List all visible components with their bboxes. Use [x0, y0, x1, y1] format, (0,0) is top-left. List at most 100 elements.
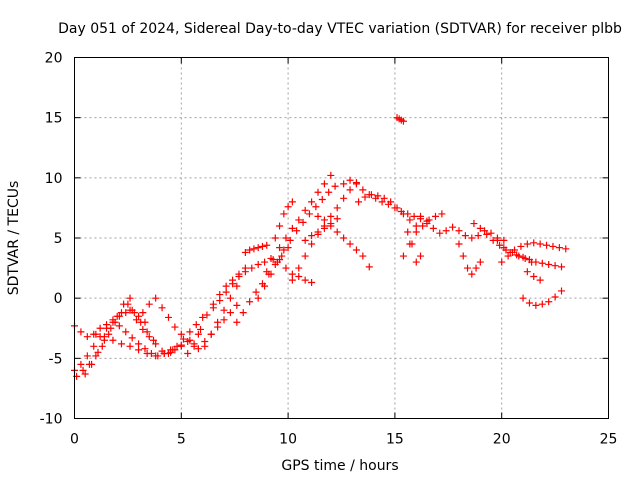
data-point — [77, 360, 85, 368]
data-point — [442, 227, 450, 235]
y-tick-label: -5 — [49, 351, 63, 367]
series-track-06 — [126, 306, 185, 358]
series-track-32 — [498, 239, 570, 266]
x-tick-label: 0 — [70, 432, 79, 448]
data-point — [261, 282, 269, 290]
data-point — [214, 323, 222, 331]
data-point — [410, 212, 418, 220]
data-point — [331, 182, 339, 190]
data-point — [201, 337, 209, 345]
data-point — [126, 306, 134, 314]
data-point — [530, 273, 538, 281]
data-point — [346, 186, 354, 194]
y-axis-label: SDTVAR / TECUs — [6, 181, 22, 296]
x-axis-label: GPS time / hours — [281, 458, 398, 474]
data-point — [406, 216, 414, 224]
data-point — [254, 294, 262, 302]
data-point — [94, 348, 102, 356]
data-point — [513, 251, 521, 259]
data-point — [481, 227, 489, 235]
data-point — [122, 328, 130, 336]
data-point — [436, 229, 444, 237]
data-point — [280, 246, 288, 254]
series-track-16 — [263, 171, 335, 276]
data-point — [519, 253, 527, 261]
data-point — [135, 346, 143, 354]
data-point — [226, 309, 234, 317]
data-point — [158, 347, 166, 355]
data-point — [194, 345, 202, 353]
data-point — [523, 240, 531, 248]
data-point — [523, 268, 531, 276]
data-point — [352, 180, 360, 188]
data-point — [173, 342, 181, 350]
data-point — [312, 203, 320, 211]
y-tick-label: 20 — [45, 51, 63, 67]
data-point — [276, 256, 284, 264]
data-point — [280, 210, 288, 218]
data-point — [378, 198, 386, 206]
data-point — [216, 291, 224, 299]
data-point — [346, 176, 354, 184]
data-point — [139, 325, 147, 333]
series-track-20 — [301, 215, 341, 244]
series-track-03 — [71, 306, 149, 341]
data-point — [305, 210, 313, 218]
data-point — [476, 224, 484, 232]
data-point — [126, 342, 134, 350]
data-point — [412, 258, 420, 266]
data-point — [241, 248, 249, 256]
data-point — [308, 240, 316, 248]
data-point — [184, 337, 192, 345]
data-point — [504, 252, 512, 260]
y-tick-label: 0 — [54, 291, 63, 307]
data-point — [113, 312, 121, 320]
data-point — [359, 252, 367, 260]
data-point — [314, 228, 322, 236]
data-point — [132, 316, 140, 324]
data-point — [179, 335, 187, 343]
data-point — [150, 336, 158, 344]
x-tick-label: 5 — [177, 432, 186, 448]
series-track-14 — [241, 241, 271, 256]
axis-ticks — [74, 57, 609, 419]
data-point — [558, 263, 566, 271]
y-tick-label: 15 — [45, 111, 63, 127]
data-point — [365, 263, 373, 271]
data-point — [295, 216, 303, 224]
data-point — [88, 360, 96, 368]
series-track-24 — [365, 263, 373, 271]
data-point — [506, 248, 514, 256]
series-track-31 — [493, 236, 566, 271]
data-point — [263, 268, 271, 276]
data-point — [286, 236, 294, 244]
data-point — [511, 246, 519, 254]
series-track-07 — [139, 294, 198, 350]
data-point — [320, 180, 328, 188]
data-point — [558, 287, 566, 295]
data-point — [417, 212, 425, 220]
data-point — [419, 222, 427, 230]
data-point — [141, 345, 149, 353]
data-point — [333, 204, 341, 212]
data-point — [190, 340, 198, 348]
data-point — [293, 227, 301, 235]
data-point — [399, 210, 407, 218]
data-point — [152, 294, 160, 302]
data-point — [295, 273, 303, 281]
data-point — [536, 240, 544, 248]
data-point — [229, 280, 237, 288]
data-point — [496, 241, 504, 249]
data-point — [517, 242, 525, 250]
data-point — [551, 293, 559, 301]
data-point — [399, 117, 407, 125]
data-point — [299, 218, 307, 226]
data-point — [177, 330, 185, 338]
series-track-11 — [209, 254, 275, 312]
data-point — [399, 252, 407, 260]
data-point — [77, 328, 85, 336]
data-point — [476, 258, 484, 266]
data-point — [431, 212, 439, 220]
data-point — [493, 236, 501, 244]
